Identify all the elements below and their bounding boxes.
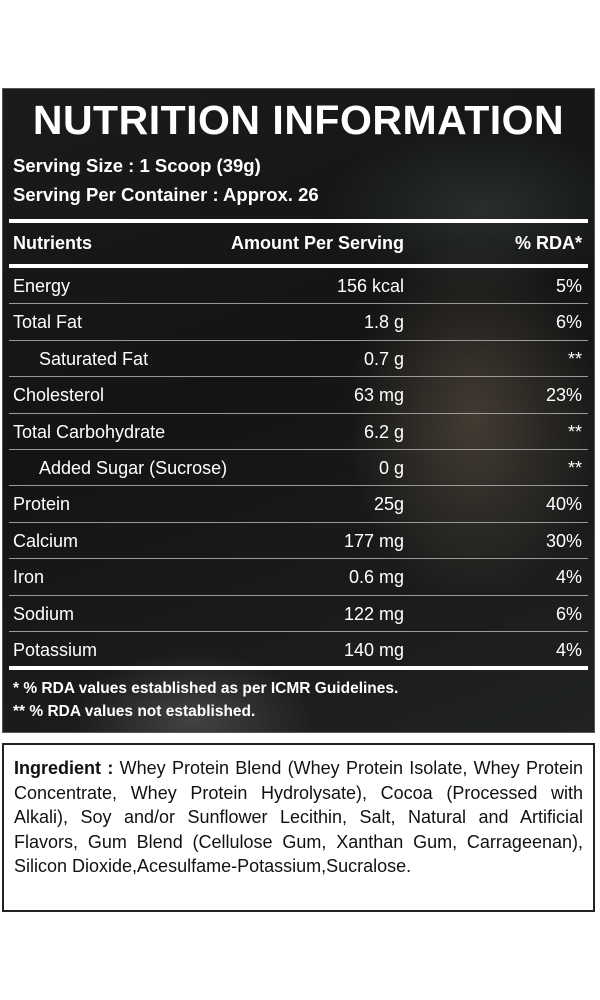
nutrient-rda: 4% [555, 640, 582, 660]
nutrient-rda: 4% [555, 567, 582, 588]
table-row: Total Fat 1.8 g 6% [3, 304, 594, 340]
nutrient-amount: 0.7 g [363, 348, 404, 369]
divider-header [9, 264, 588, 268]
serving-per-container: Serving Per Container : Approx. 26 [13, 184, 319, 205]
nutrient-name: Saturated Fat [39, 348, 149, 369]
row-divider [9, 631, 588, 632]
nutrient-name: Sodium [13, 603, 75, 624]
row-divider [9, 485, 588, 487]
nutrient-rda: ** [567, 348, 582, 369]
table-row: Energy 156 kcal 5% [3, 268, 594, 304]
table-row: Iron 0.6 mg 4% [3, 559, 594, 595]
row-divider [9, 594, 588, 596]
nutrient-name: Added Sugar (Sucrose) [39, 458, 228, 478]
row-divider [9, 339, 588, 341]
nutrient-rda: 23% [545, 385, 582, 406]
nutrient-name: Cholesterol [13, 385, 105, 406]
nutrient-rda: 5% [555, 276, 582, 296]
nutrition-title: NUTRITION INFORMATION [32, 97, 565, 143]
ingredients-box: Ingredient : Whey Protein Blend (Whey Pr… [2, 743, 595, 912]
serving-size: Serving Size : 1 Scoop (39g) [13, 155, 261, 176]
nutrient-name: Iron [13, 567, 45, 588]
row-divider [9, 303, 588, 305]
footnote-rda: * % RDA values established as per ICMR G… [13, 680, 399, 697]
ingredients-label: Ingredient : [14, 758, 114, 778]
nutrient-name: Total Carbohydrate [13, 421, 166, 442]
table-row: Saturated Fat 0.7 g ** [3, 341, 594, 377]
table-row: Total Carbohydrate 6.2 g ** [3, 414, 594, 450]
header-amount: Amount Per Serving [230, 233, 404, 253]
nutrient-name: Potassium [13, 640, 98, 660]
footnote-not-established: ** % RDA values not established. [13, 703, 256, 720]
nutrient-amount: 177 mg [343, 530, 404, 551]
nutrient-amount: 0 g [378, 458, 404, 478]
ingredients-text: Whey Protein Blend (Whey Protein Isolate… [14, 758, 583, 876]
table-row: Protein 25g 40% [3, 486, 594, 522]
nutrient-amount: 0.6 mg [348, 567, 404, 588]
nutrient-name: Total Fat [13, 312, 83, 333]
row-divider [9, 412, 588, 414]
nutrient-rda: ** [567, 458, 582, 478]
row-divider [9, 376, 588, 378]
divider-bottom [9, 666, 588, 670]
table-row: Potassium 140 mg 4% [3, 632, 594, 668]
nutrient-rda: 30% [545, 530, 582, 551]
nutrient-name: Calcium [13, 530, 79, 551]
table-header-row: Nutrients Amount Per Serving % RDA* [3, 225, 594, 261]
nutrient-rda: 6% [555, 603, 582, 624]
nutrient-name: Energy [13, 276, 71, 296]
nutrient-amount: 63 mg [353, 385, 404, 406]
nutrient-rda: 6% [555, 312, 582, 333]
nutrient-amount: 6.2 g [363, 421, 404, 442]
table-row: Cholesterol 63 mg 23% [3, 377, 594, 413]
header-rda: % RDA* [514, 233, 582, 253]
row-divider [9, 449, 588, 450]
table-row: Sodium 122 mg 6% [3, 596, 594, 632]
nutrient-amount: 140 mg [343, 640, 404, 660]
nutrition-panel: NUTRITION INFORMATION Serving Size : 1 S… [2, 88, 595, 733]
table-row: Added Sugar (Sucrose) 0 g ** [3, 450, 594, 486]
nutrient-amount: 122 mg [343, 603, 404, 624]
row-divider [9, 521, 588, 523]
nutrient-name: Protein [13, 494, 71, 515]
nutrient-amount: 25g [373, 494, 404, 515]
table-row: Calcium 177 mg 30% [3, 523, 594, 559]
nutrient-amount: 156 kcal [336, 276, 404, 296]
row-divider [9, 558, 588, 560]
header-nutrients: Nutrients [13, 233, 93, 253]
nutrient-rda: 40% [545, 494, 582, 515]
nutrient-rda: ** [567, 421, 582, 442]
nutrient-amount: 1.8 g [363, 312, 404, 333]
divider-top [9, 219, 588, 223]
